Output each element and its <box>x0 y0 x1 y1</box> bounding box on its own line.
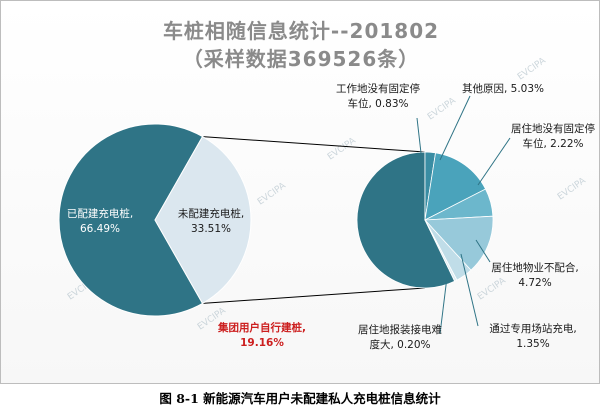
main-pie-slice <box>154 135 252 305</box>
breakdown-pie <box>356 151 494 289</box>
breakdown-pie-slice <box>356 151 456 289</box>
slice-labels: 已配建充电桩, 66.49% 未配建充电桩, 33.51% 集团用户自行建桩, 19.16… <box>67 82 595 351</box>
breakdown-slice-label: 居住地没有固定停车位, 2.22% <box>511 122 595 150</box>
figure-caption: 图 8-1 新能源汽车用户未配建私人充电桩信息统计 <box>159 391 441 406</box>
connector-line-top <box>202 136 426 153</box>
main-slice-label: 已配建充电桩, 66.49% <box>67 207 133 235</box>
breakdown-pie-slice <box>424 219 458 282</box>
breakdown-pie-slice <box>424 152 487 221</box>
main-pie <box>58 123 252 317</box>
breakdown-slice-label: 居住地物业不配合, 4.72% <box>491 261 578 289</box>
breakdown-pie-slice <box>424 215 494 271</box>
main-slice-label: 未配建充电桩, 33.51% <box>178 207 244 235</box>
chart-title: 车桩相随信息统计--201802 <box>162 19 440 43</box>
leader-line <box>460 253 479 327</box>
watermark-text: EVCIPA <box>556 176 588 203</box>
connector-line-bottom <box>202 287 426 304</box>
chart-subtitle: （采样数据369526条） <box>182 47 420 71</box>
breakdown-slice-label: 其他原因, 5.03% <box>462 82 544 95</box>
breakdown-slice-label: 工作地没有固定停车位, 0.83% <box>336 82 420 110</box>
leader-line <box>475 239 491 263</box>
pie-of-pie-chart: EVCIPA EVCIPAEVCIPAEVCIPAEVCIPAEVCIPAEVC… <box>58 56 595 351</box>
leader-line <box>439 268 449 335</box>
leader-line <box>416 117 422 154</box>
connector-lines <box>202 136 426 304</box>
breakdown-slice-label: 通过专用场站充电, 1.35% <box>489 322 576 350</box>
main-pie-slice <box>58 123 204 317</box>
watermark-text: EVCIPA <box>516 56 548 83</box>
leader-line <box>477 137 511 186</box>
watermark-text: EVCIPA <box>256 181 288 208</box>
watermark-text: EVCIPA <box>426 96 458 123</box>
highlight-slice-label: 集团用户自行建桩, 19.16% <box>217 321 306 349</box>
watermark-text: EVCIPA <box>326 136 358 163</box>
leader-line <box>439 95 471 161</box>
watermark-text: EVCIPA <box>476 276 508 303</box>
breakdown-slice-label: 居住地报装接电难度大, 0.20% <box>358 323 442 351</box>
